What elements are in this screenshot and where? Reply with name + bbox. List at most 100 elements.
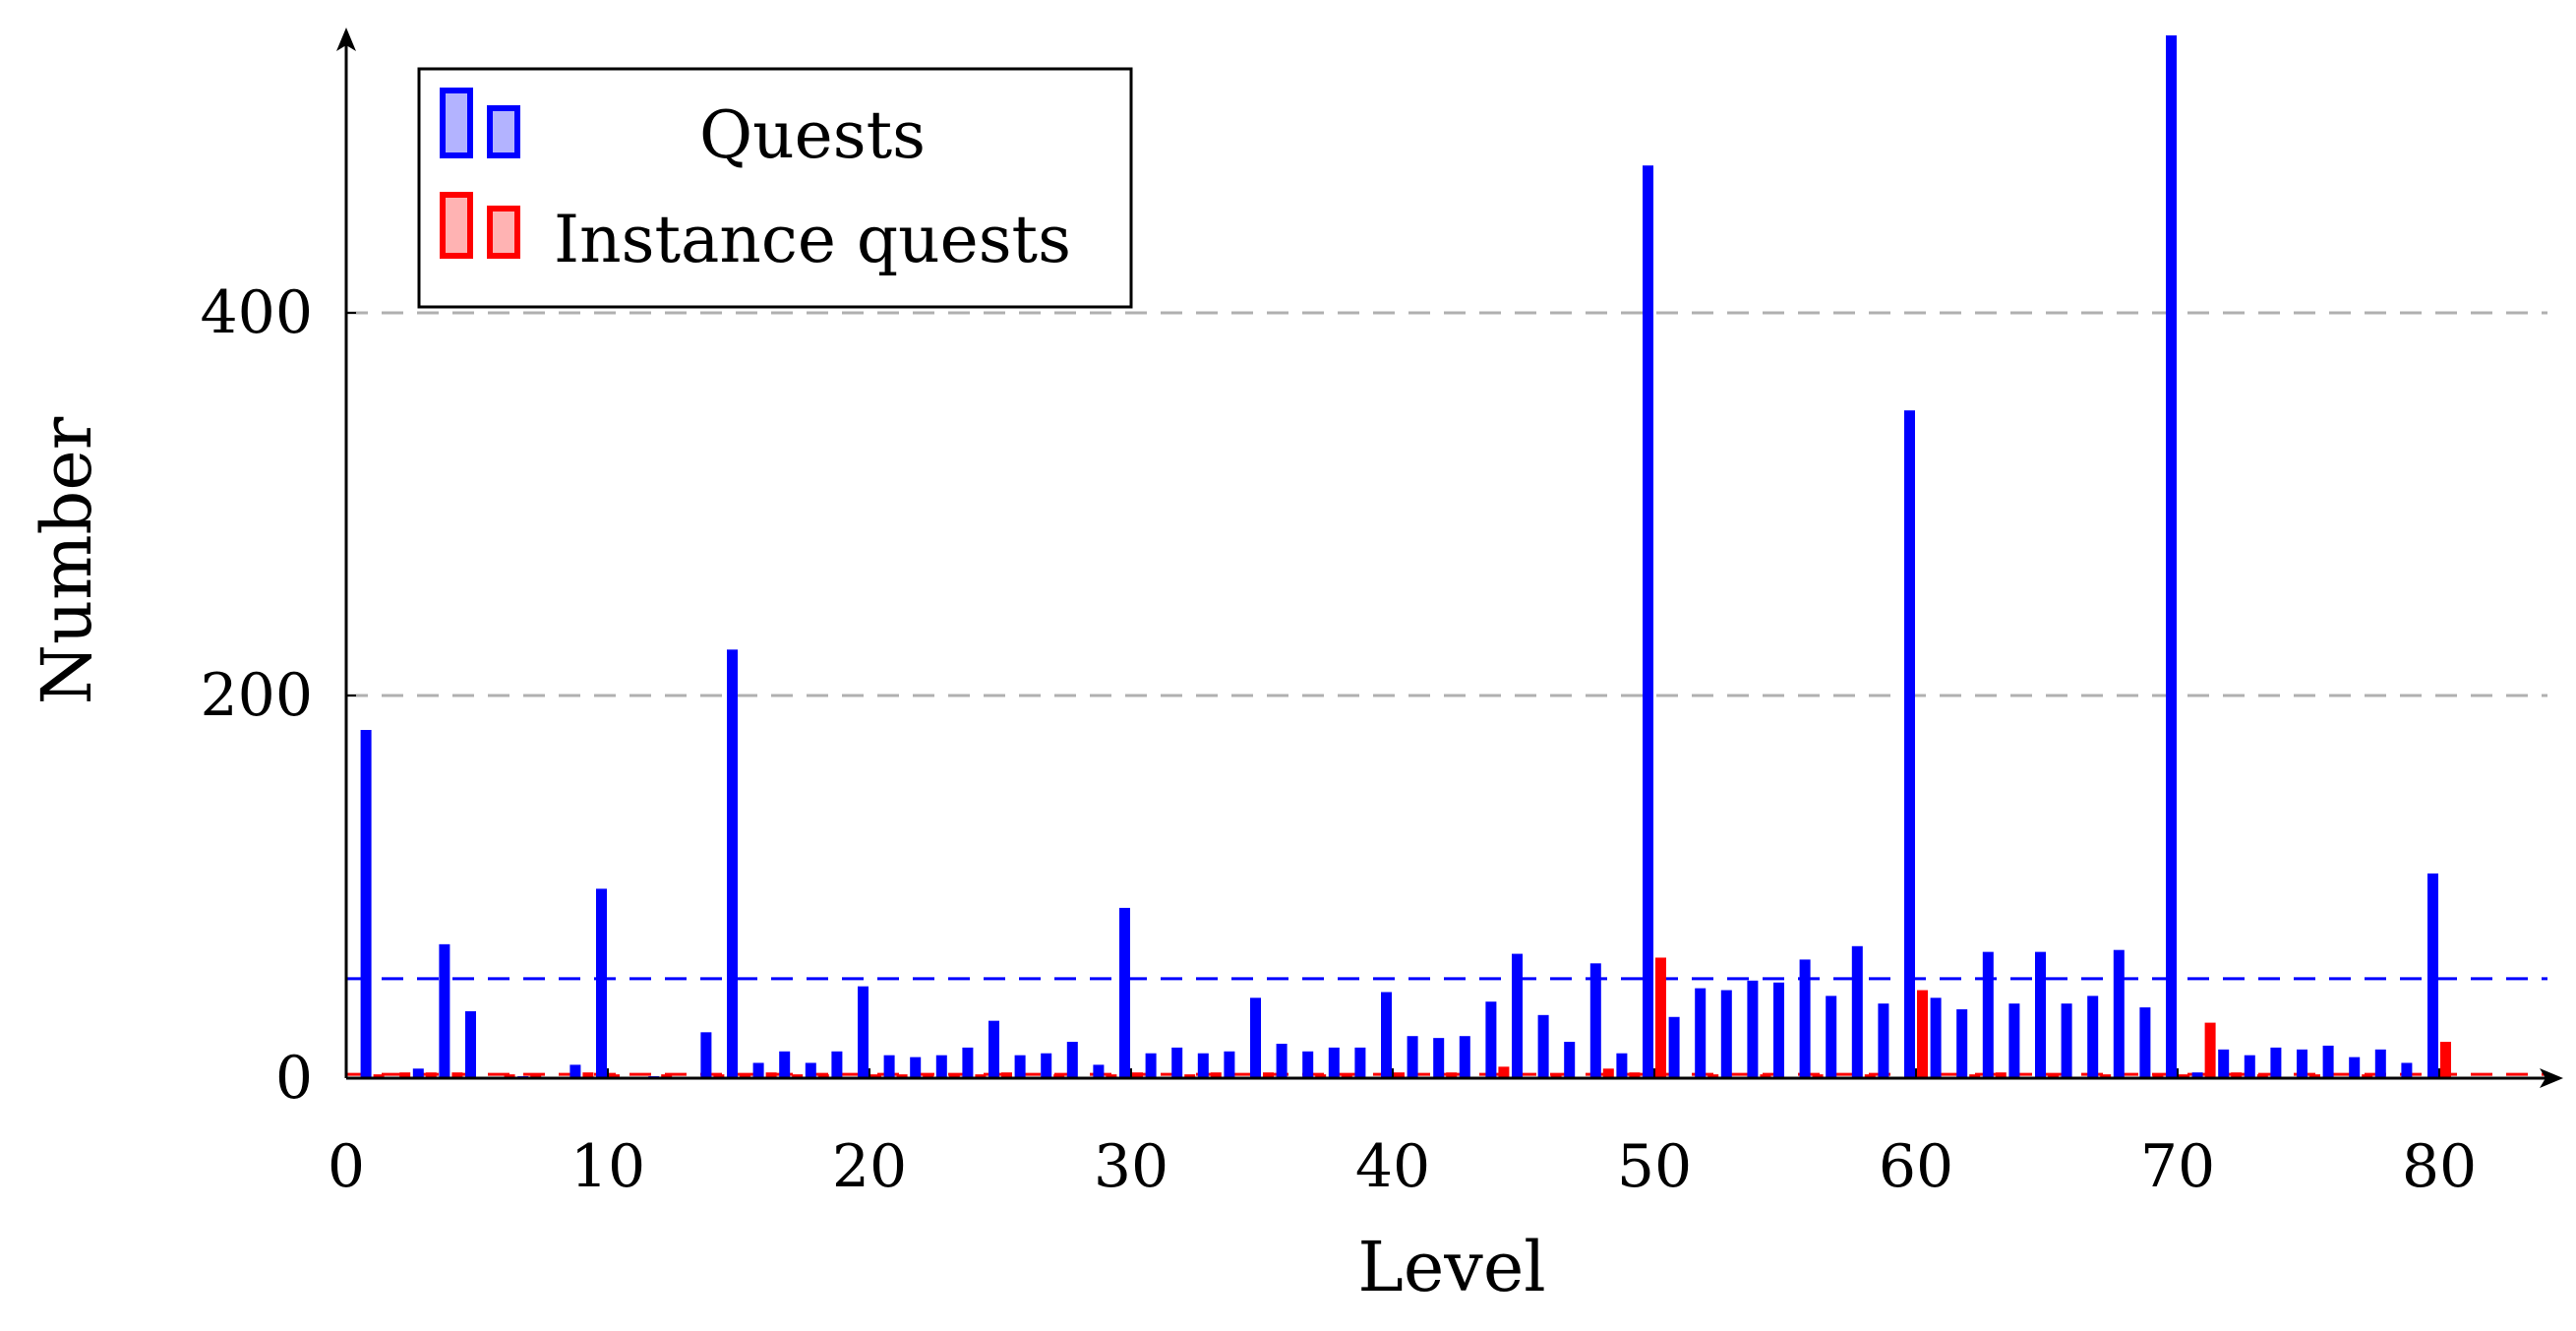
y-tick-label-0: 0: [275, 1044, 313, 1113]
bar-quests-level-15: [727, 649, 738, 1078]
bar-instance-quests-level-20: [870, 1074, 881, 1078]
bar-instance-quests-level-35: [1263, 1072, 1274, 1078]
bar-instance-quests-level-22: [923, 1074, 934, 1078]
bar-quests-level-55: [1773, 982, 1784, 1078]
bar-quests-level-79: [2401, 1062, 2413, 1078]
bar-quests-level-30: [1119, 907, 1130, 1078]
bar-quests-level-34: [1224, 1051, 1235, 1078]
bar-quests-level-40: [1381, 992, 1392, 1078]
bar-quests-level-26: [1014, 1055, 1026, 1078]
bar-quests-level-66: [2061, 1003, 2072, 1078]
bar-quests-level-78: [2374, 1049, 2386, 1078]
bar-instance-quests-level-10: [609, 1074, 620, 1078]
bar-instance-quests-level-40: [1394, 1072, 1405, 1078]
bar-instance-quests-level-46: [1550, 1074, 1562, 1078]
bar-quests-level-77: [2349, 1057, 2361, 1078]
bar-quests-level-17: [779, 1051, 791, 1078]
x-tick-label-30: 30: [1094, 1132, 1168, 1201]
grid-lines: [346, 311, 2547, 697]
bar-quests-level-67: [2087, 996, 2099, 1078]
y-tick-labels: 0 200 400: [200, 278, 356, 1113]
bar-quests-level-65: [2035, 951, 2046, 1078]
legend-box: [417, 67, 1133, 309]
bar-instance-quests-level-30: [1132, 1072, 1143, 1078]
bar-quests-level-44: [1485, 1001, 1497, 1078]
bar-quests-level-62: [1956, 1008, 1968, 1078]
x-tick-label-0: 0: [328, 1132, 365, 1201]
bar-instance-quests-level-12: [661, 1074, 673, 1078]
bar-quests-level-71: [2191, 1072, 2203, 1078]
bar-quests-level-33: [1197, 1053, 1209, 1078]
x-tick-label-50: 50: [1617, 1132, 1692, 1201]
bar-instance-quests-level-29: [1106, 1074, 1117, 1078]
y-axis-title: Number: [27, 416, 107, 704]
legend-swatch-instance-light: [440, 192, 473, 259]
bar-instance-quests-level-27: [1053, 1074, 1065, 1078]
bar-instance-quests-level-14: [713, 1074, 725, 1078]
bar-instance-quests-level-1: [373, 1074, 385, 1078]
bar-quests-level-52: [1695, 988, 1707, 1078]
bar-quests-level-9: [569, 1064, 581, 1078]
bar-quests-level-25: [988, 1020, 999, 1078]
bar-instance-quests-level-4: [451, 1072, 463, 1078]
bar-quests-level-61: [1930, 998, 1942, 1078]
x-tick-label-10: 10: [570, 1132, 645, 1201]
bar-quests-level-24: [962, 1047, 974, 1078]
bar-quests-level-68: [2113, 949, 2125, 1078]
bar-instance-quests-level-49: [1629, 1072, 1641, 1078]
bar-instance-quests-level-60: [1917, 990, 1928, 1078]
bar-instance-quests-level-58: [1864, 1074, 1876, 1078]
bar-quests-level-56: [1799, 959, 1811, 1078]
bar-instance-quests-level-21: [896, 1074, 908, 1078]
legend-entry-instance-quests: Instance quests: [440, 192, 1071, 277]
bar-quests-level-72: [2218, 1049, 2230, 1078]
bar-quests-level-48: [1589, 963, 1601, 1078]
bar-quests-level-20: [858, 986, 869, 1078]
bar-quests-level-18: [805, 1062, 816, 1078]
bar-quests-level-36: [1276, 1043, 1288, 1078]
bar-instance-quests-level-16: [765, 1072, 777, 1078]
bar-quests-level-41: [1407, 1036, 1418, 1078]
y-tick-label-400: 400: [200, 278, 313, 347]
x-tick-label-60: 60: [1879, 1132, 1953, 1201]
x-tick-label-70: 70: [2140, 1132, 2215, 1201]
legend-entry-quests: Quests: [440, 88, 926, 173]
bar-quests-level-60: [1904, 410, 1915, 1078]
bar-quests-level-58: [1851, 945, 1863, 1078]
bar-instance-quests-level-69: [2152, 1074, 2164, 1078]
legend-swatch-instance-dark: [487, 206, 520, 259]
bar-quests-level-74: [2270, 1047, 2282, 1078]
bar-quests-level-49: [1616, 1053, 1628, 1078]
bar-quests-level-14: [700, 1032, 712, 1078]
bar-instance-quests-level-24: [975, 1074, 987, 1078]
bar-instance-quests-level-67: [2100, 1074, 2112, 1078]
bar-instance-quests-level-37: [1315, 1074, 1327, 1078]
bar-instance-quests-level-72: [2231, 1072, 2243, 1078]
bar-quests-level-21: [883, 1055, 895, 1078]
bar-quests-level-3: [412, 1068, 424, 1078]
bar-instance-quests-level-9: [582, 1072, 594, 1078]
bar-instance-quests-level-15: [740, 1074, 750, 1078]
bar-quests-level-10: [596, 888, 607, 1078]
bar-instance-quests-level-23: [948, 1074, 960, 1078]
x-tick-label-40: 40: [1355, 1132, 1430, 1201]
bar-quests-level-76: [2322, 1045, 2334, 1078]
bar-quests-level-31: [1145, 1053, 1157, 1078]
legend-swatch-quests-dark: [487, 105, 520, 158]
bar-quests-level-19: [831, 1051, 843, 1078]
bar-instance-quests-level-17: [792, 1074, 804, 1078]
bar-quests-level-38: [1328, 1047, 1340, 1078]
bar-quests-level-16: [752, 1062, 764, 1078]
bar-instance-quests-level-38: [1341, 1074, 1352, 1078]
bar-instance-quests-level-7: [530, 1074, 542, 1078]
bar-quests-level-28: [1066, 1042, 1078, 1078]
bar-instance-quests-level-3: [425, 1072, 437, 1078]
x-axis-arrowhead: [2540, 1068, 2563, 1088]
bar-quests-level-32: [1171, 1047, 1183, 1078]
bar-quests-level-45: [1512, 953, 1523, 1078]
x-tick-label-20: 20: [832, 1132, 907, 1201]
x-tick-labels: 0 10 20 30 40 50 60 70 80: [328, 1068, 2477, 1201]
axes: [336, 28, 2563, 1088]
bar-quests-level-1: [360, 730, 372, 1078]
